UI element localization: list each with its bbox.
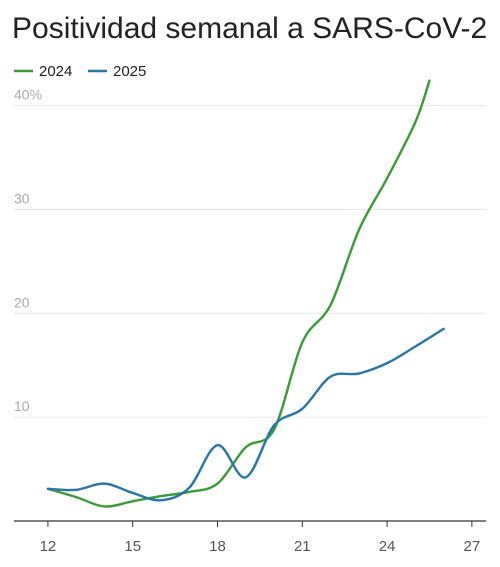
x-tick-label: 21 <box>294 538 311 555</box>
x-tick-label: 12 <box>40 538 57 555</box>
chart-title: Positividad semanal a SARS-CoV-2 <box>12 12 487 45</box>
y-tick-label: 30 <box>14 190 30 206</box>
series-lines <box>46 79 445 508</box>
grid <box>14 105 486 418</box>
y-tick-label: 20 <box>14 294 30 310</box>
y-tick-label: 10 <box>14 398 30 414</box>
x-tick-label: 18 <box>209 538 226 555</box>
y-tick-label: 40% <box>14 87 42 103</box>
legend: 2024 2025 <box>14 63 146 80</box>
x-axis-ticks: 12 15 18 21 24 27 <box>40 521 481 555</box>
series-line-2025 <box>46 327 445 502</box>
x-tick-label: 15 <box>124 538 141 555</box>
x-tick-label: 24 <box>379 538 396 555</box>
series-line-2024 <box>46 79 431 508</box>
x-tick-label: 27 <box>464 538 481 555</box>
y-axis-ticks: 10 20 30 40% <box>14 87 42 415</box>
legend-label-2025: 2025 <box>113 63 146 80</box>
legend-label-2024: 2024 <box>39 63 72 80</box>
